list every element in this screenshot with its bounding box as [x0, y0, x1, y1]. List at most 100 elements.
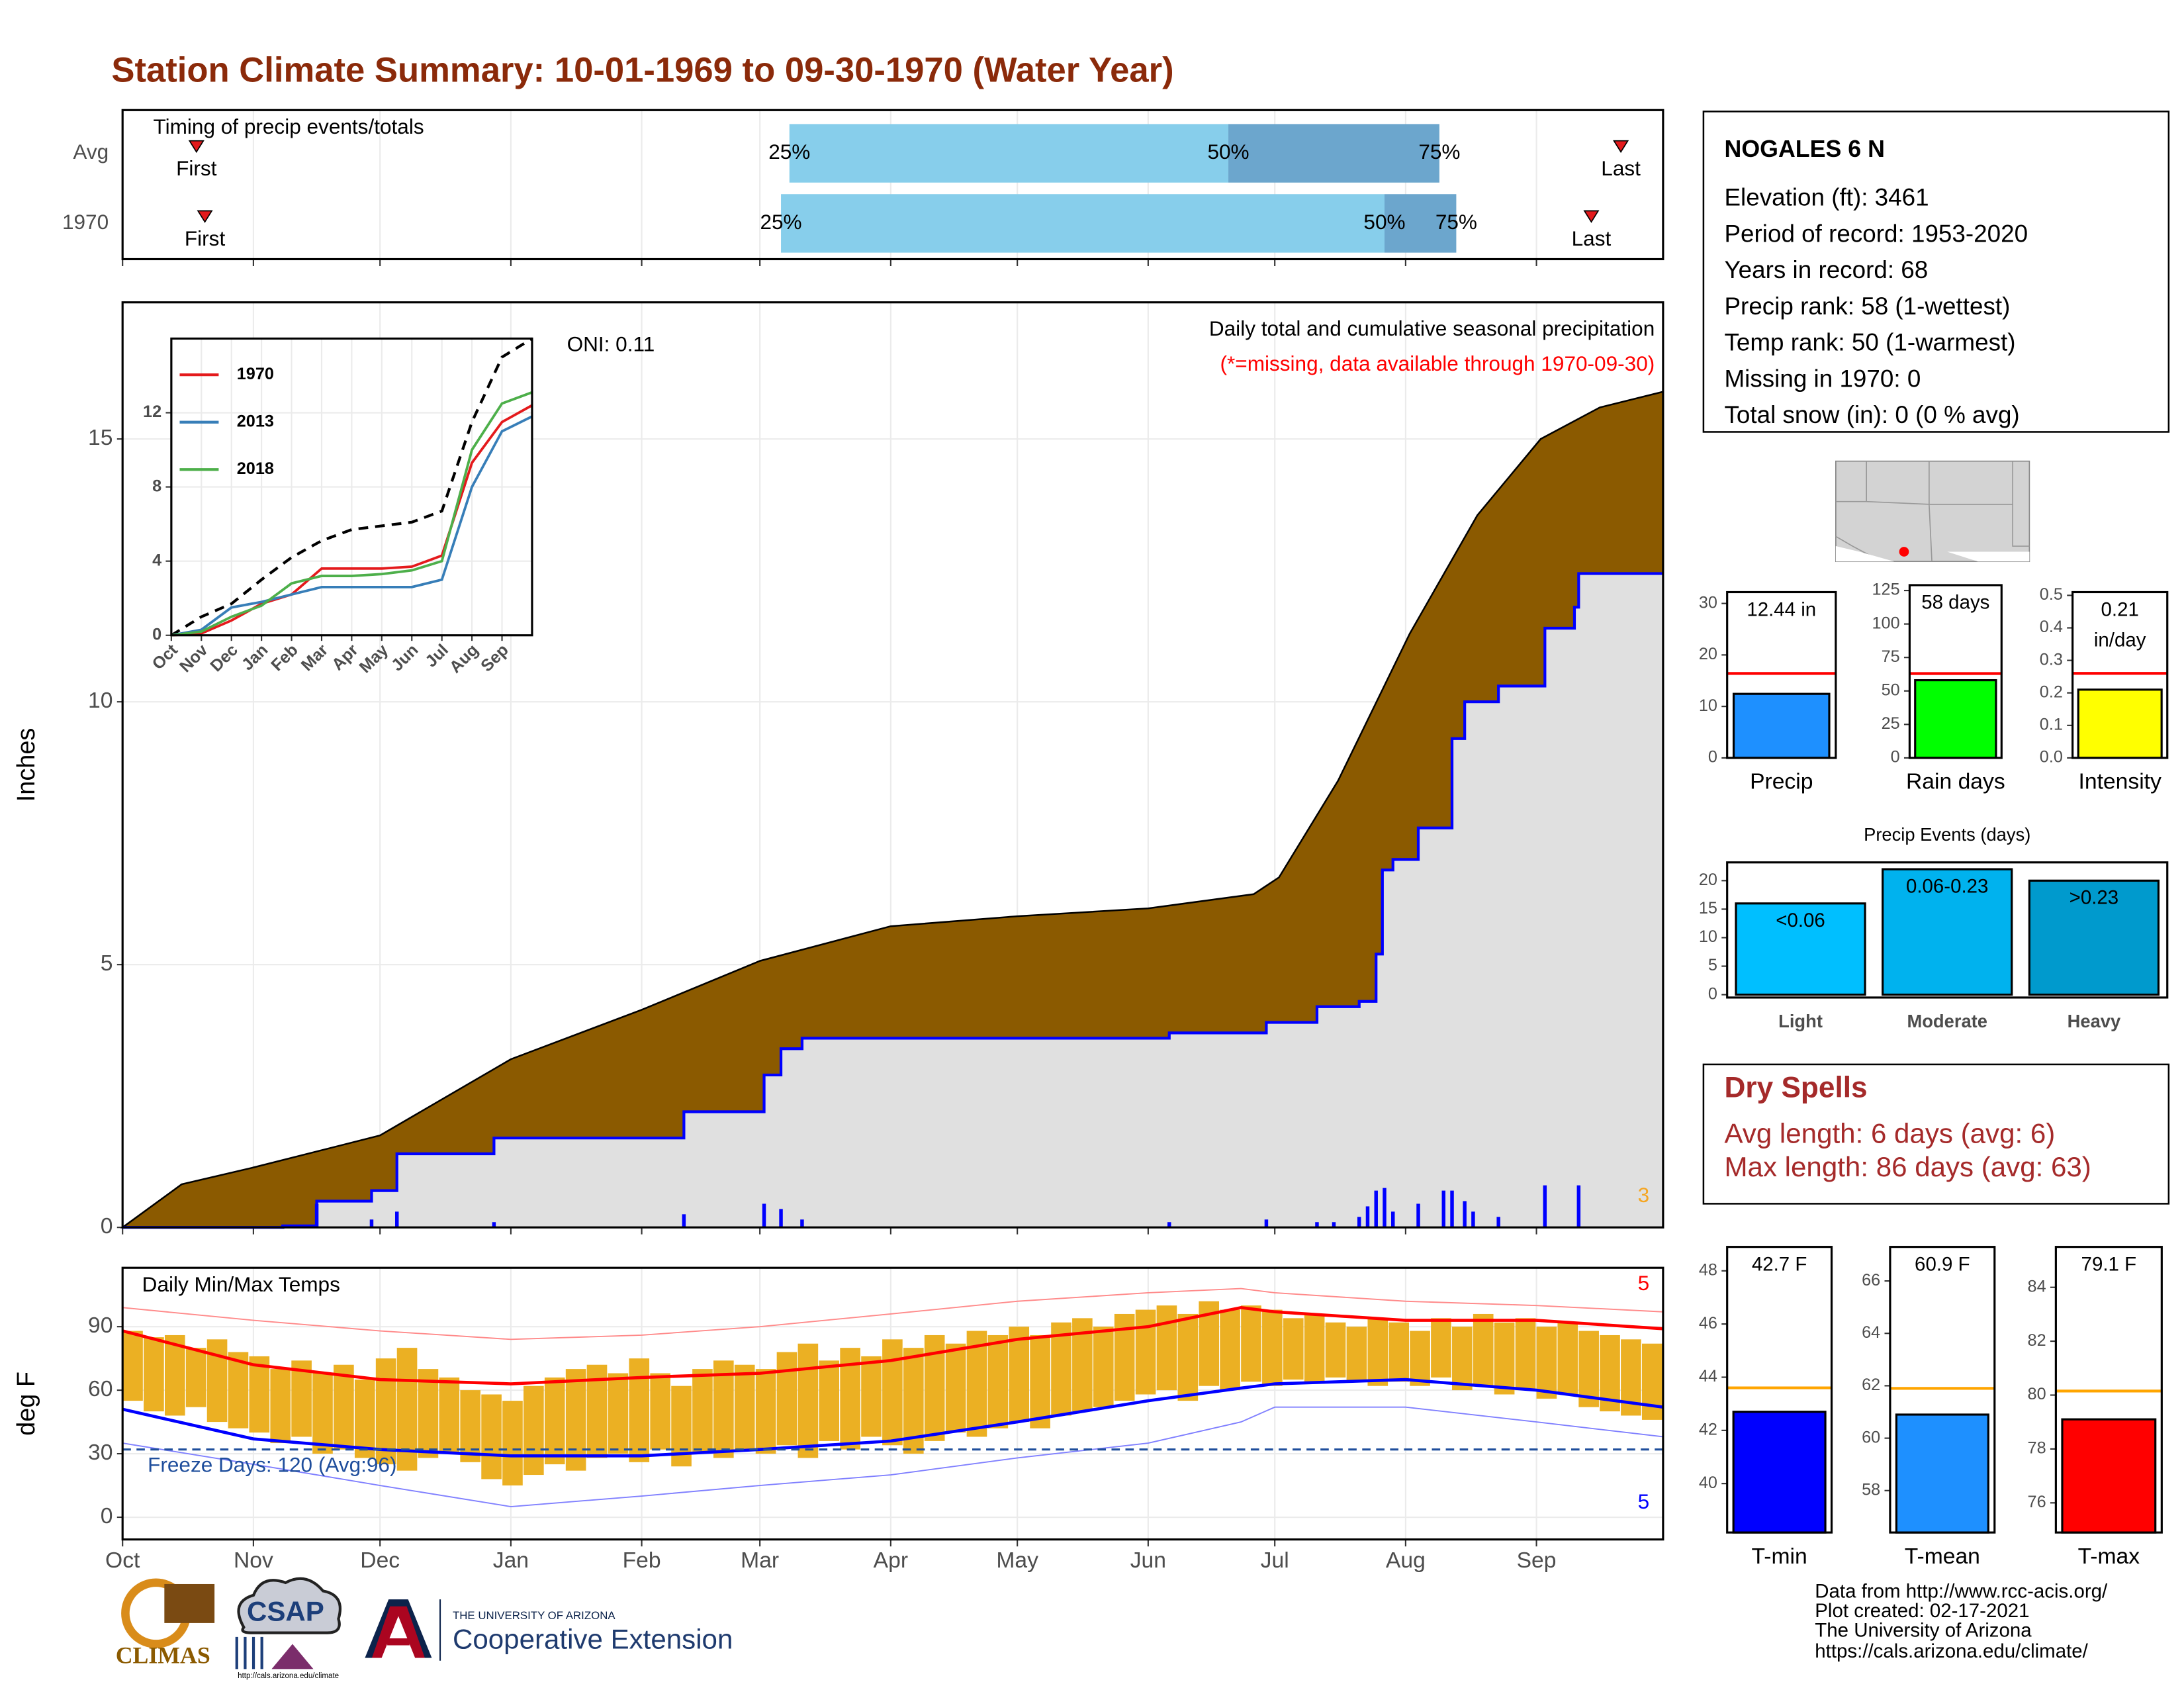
- plot-frame: [1908, 584, 2003, 759]
- plot-frame: [121, 1266, 1664, 1541]
- y-tick-label: 50: [1882, 680, 1900, 699]
- y-tick-label: 62: [1862, 1376, 1880, 1394]
- series-line: [171, 415, 533, 637]
- y-tick-label: 40: [1699, 1474, 1717, 1492]
- climas-logo: CLIMAS: [116, 1642, 210, 1669]
- y-tick-label: 0: [1708, 748, 1717, 767]
- y-tick-label: 60: [88, 1377, 113, 1401]
- y-axis-label: Inches: [13, 728, 40, 802]
- y-tick-label: 76: [2028, 1493, 2046, 1511]
- temp-range-bar: [1325, 1322, 1346, 1378]
- dry-spells-line: Max length: 86 days (avg: 63): [1724, 1151, 2091, 1182]
- y-tick-label: 0.4: [2040, 618, 2063, 636]
- temp-range-bar: [734, 1364, 755, 1450]
- daily-precip-bar: [1357, 1217, 1361, 1228]
- climas-icon: [164, 1583, 215, 1623]
- daily-precip-bar: [1315, 1222, 1319, 1228]
- bar: [1895, 1413, 1989, 1534]
- category-label: T-min: [1752, 1544, 1807, 1569]
- y-tick-label: 46: [1699, 1314, 1717, 1333]
- plot-frame: [2071, 590, 2169, 759]
- temp-range-bar: [1009, 1327, 1030, 1423]
- row-label: 1970: [62, 210, 109, 234]
- temp-range-bar: [1346, 1327, 1367, 1382]
- station-line: Elevation (ft): 3461: [1724, 184, 1929, 211]
- x-tick-label: Light: [1778, 1011, 1823, 1031]
- bar: [1735, 902, 1866, 996]
- temp-range-bar: [1515, 1318, 1536, 1391]
- map-land: [1835, 460, 2030, 563]
- bar-second-half: [1228, 124, 1439, 183]
- record-min-line: [122, 1406, 1663, 1507]
- locator-map: [1835, 460, 2030, 563]
- temp-range-bar: [375, 1358, 396, 1465]
- temp-range-bar: [1177, 1313, 1199, 1401]
- temp-range-bar: [713, 1360, 734, 1458]
- daily-precip-bar: [1374, 1190, 1378, 1228]
- bar-first-half: [781, 194, 1385, 253]
- category-label: Precip: [1750, 770, 1813, 794]
- temp-range-bar: [987, 1335, 1009, 1429]
- x-tick-label: Nov: [234, 1548, 273, 1573]
- category-label: T-mean: [1905, 1544, 1980, 1569]
- temp-range-bar: [692, 1369, 713, 1454]
- ua-name: THE UNIVERSITY OF ARIZONA: [453, 1609, 615, 1622]
- plot-frame: [1726, 590, 1837, 759]
- page-title: Station Climate Summary: 10-01-1969 to 0…: [111, 50, 1173, 89]
- bin-label: 0.06-0.23: [1906, 875, 1988, 897]
- bar-second-half: [1384, 194, 1457, 253]
- value-label-box: 58 days: [1921, 590, 1989, 613]
- daily-precip-bar: [682, 1214, 686, 1228]
- temp-range-bar: [249, 1356, 270, 1433]
- daily-precip-bar: [314, 1203, 319, 1228]
- legend-label: 2013: [237, 412, 274, 430]
- footer-line: The University of Arizona: [1815, 1619, 2032, 1641]
- avg-max-line: [122, 1306, 1664, 1385]
- x-tick-label: Jun: [1130, 1548, 1166, 1573]
- value-label-box: 12.44 in: [1747, 598, 1816, 620]
- csap-cloud: [237, 1577, 342, 1634]
- value-label-box: 0.21 in/day: [2094, 598, 2146, 651]
- footer-line: Data from http://www.rcc-acis.org/: [1815, 1580, 2108, 1602]
- csap-logo: CSAP: [247, 1595, 324, 1626]
- daily-precip-bar: [1365, 1206, 1370, 1228]
- daily-precip-bar: [394, 1211, 399, 1228]
- event-label: Last: [1572, 226, 1612, 250]
- temp-range-bar: [1431, 1318, 1451, 1378]
- series-line: [171, 391, 533, 637]
- bar: [2028, 879, 2160, 996]
- x-tick-label: Jan: [493, 1548, 529, 1573]
- temp-range-bar: [312, 1373, 333, 1454]
- y-tick-label: 15: [1699, 899, 1717, 917]
- bar: [1732, 1411, 1827, 1534]
- y-tick-label: 10: [1699, 927, 1717, 946]
- dry-spells-line: Avg length: 6 days (avg: 6): [1724, 1117, 2055, 1149]
- cumulative-line: [122, 572, 1663, 1229]
- event-label: First: [185, 226, 226, 250]
- quantile-label: 25%: [768, 140, 810, 164]
- value-label-box: 60.9 F: [1915, 1252, 1970, 1275]
- plot-frame: [1726, 861, 2169, 999]
- y-tick-label: 30: [88, 1440, 113, 1465]
- y-tick-label: 15: [88, 426, 113, 450]
- y-tick-label: 60: [1862, 1428, 1880, 1446]
- y-tick-label: 5: [101, 951, 113, 976]
- temp-range-bar: [1578, 1331, 1599, 1407]
- y-tick-label: 84: [2028, 1277, 2046, 1295]
- extension-name: Cooperative Extension: [453, 1623, 733, 1654]
- temp-range-bar: [776, 1352, 797, 1446]
- min-record-count: 5: [1638, 1489, 1650, 1513]
- bar: [2061, 1418, 2157, 1534]
- station-line: Total snow (in): 0 (0 % avg): [1724, 401, 2019, 428]
- temp-range-bar: [1283, 1318, 1304, 1380]
- cumulative-area: [122, 573, 1663, 1228]
- y-tick-label: 0.0: [2040, 748, 2063, 767]
- y-tick-label: 0: [152, 625, 161, 643]
- bin-label: <0.06: [1776, 910, 1825, 931]
- temp-range-bar: [608, 1373, 629, 1454]
- oni-label: ONI: 0.11: [567, 332, 655, 355]
- y-tick-label: 5: [1708, 956, 1717, 974]
- y-tick-label: 0.3: [2040, 650, 2063, 669]
- plot-frame: [121, 109, 1664, 261]
- temp-range-bar: [1452, 1327, 1473, 1391]
